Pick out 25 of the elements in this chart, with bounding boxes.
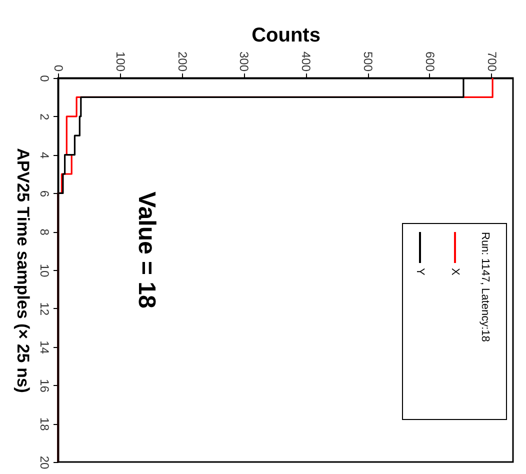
y-tick-label: 2 [38, 114, 52, 121]
y-tick-label: 14 [38, 340, 52, 354]
annotation: Value = 18 [133, 192, 160, 308]
x-tick-label: 400 [299, 51, 314, 72]
y-tick-label: 10 [38, 264, 52, 278]
x-tick-label: 0 [52, 64, 66, 72]
y-tick-label: 16 [38, 379, 52, 393]
y-tick-label: 4 [38, 152, 52, 159]
legend-title: Run: 1147, Latency:18 [479, 232, 491, 342]
y-tick-label: 0 [38, 75, 52, 82]
x-axis-title: Counts [252, 24, 320, 46]
y-tick-label: 12 [38, 302, 52, 316]
y-tick-label: 20 [38, 456, 52, 470]
text: X [449, 268, 461, 276]
x-tick-label: 700 [484, 51, 499, 72]
x-tick-label: 600 [422, 51, 437, 72]
y-tick-label: 6 [38, 190, 52, 198]
x-tick-label: 300 [237, 51, 252, 72]
x-tick-label: 200 [175, 51, 190, 72]
text: Y [414, 268, 426, 276]
x-tick-label: 100 [113, 51, 128, 72]
y-tick-label: 18 [38, 417, 52, 432]
x-tick-label: 500 [361, 51, 376, 72]
y-tick-label: 8 [38, 228, 52, 236]
y-axis-title: APV25 Time samples (× 25 ns) [14, 148, 32, 393]
